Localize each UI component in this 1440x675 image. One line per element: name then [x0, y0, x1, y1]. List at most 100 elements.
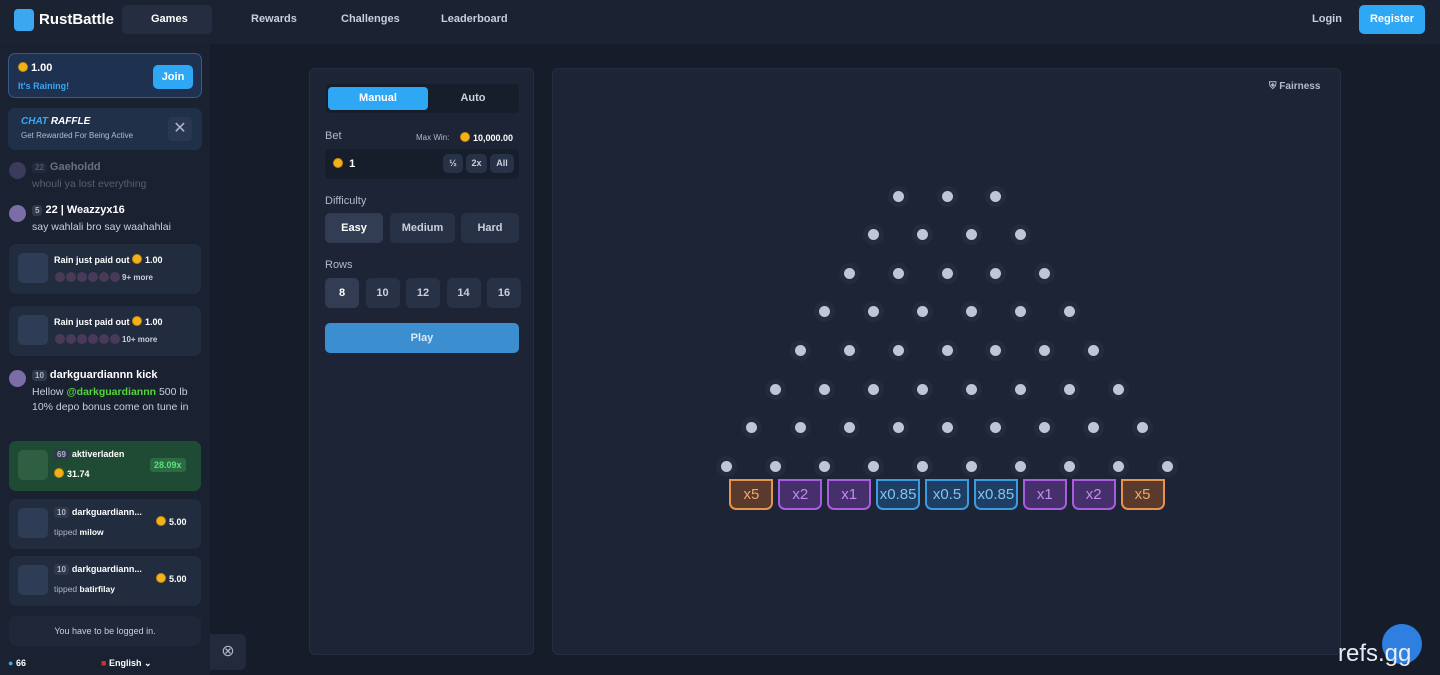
mode-tabs: Manual Auto: [326, 84, 519, 113]
raffle-title: CHAT RAFFLE: [21, 116, 90, 127]
card-icon: [18, 508, 48, 538]
peg: [819, 383, 831, 395]
peg: [1063, 306, 1075, 318]
nav-challenges[interactable]: Challenges: [341, 13, 400, 25]
fairness-link[interactable]: ⛨ Fairness: [1269, 81, 1321, 92]
bet-double[interactable]: 2x: [466, 154, 487, 173]
logo-icon[interactable]: [14, 9, 34, 31]
chat-header: 22 Gaeholdd: [32, 161, 101, 173]
multiplier-slot: x0.85: [973, 479, 1018, 510]
join-button[interactable]: Join: [153, 65, 193, 89]
tip-target: batirfilay: [79, 584, 115, 594]
peg: [990, 344, 1002, 356]
peg: [794, 422, 806, 434]
peg: [1014, 460, 1026, 472]
tip-line: tipped batirfilay: [54, 584, 115, 594]
tab-manual[interactable]: Manual: [328, 87, 428, 110]
chat-text-main: Hellow: [32, 386, 64, 398]
peg: [1161, 460, 1173, 472]
nav-rewards[interactable]: Rewards: [251, 13, 297, 25]
play-button[interactable]: Play: [325, 323, 519, 353]
bet-half[interactable]: ½: [443, 154, 463, 173]
chat-name: 22 | Weazzyx16: [45, 204, 125, 216]
card-user: 10 darkguardiann...: [54, 507, 142, 518]
multiplier-slot: x5: [1120, 479, 1165, 510]
peg: [1112, 460, 1124, 472]
bet-value-text: 1: [349, 158, 356, 170]
raffle-title-a: CHAT: [21, 116, 49, 127]
raffle-subtitle: Get Rewarded For Being Active: [21, 131, 134, 140]
difficulty-hard[interactable]: Hard: [461, 213, 519, 243]
rain-title: Rain just paid out 1.00: [54, 254, 163, 265]
peg: [965, 383, 977, 395]
peg: [1039, 344, 1051, 356]
chat-level: 10: [54, 507, 69, 518]
peg: [770, 460, 782, 472]
rows-option[interactable]: 14: [446, 278, 481, 308]
peg: [1039, 267, 1051, 279]
login-button[interactable]: Login: [1312, 13, 1342, 25]
peg: [1014, 383, 1026, 395]
difficulty-medium[interactable]: Medium: [390, 213, 455, 243]
win-amount: 31.74: [54, 468, 90, 479]
support-button[interactable]: [1382, 624, 1422, 664]
tab-auto[interactable]: Auto: [460, 92, 486, 104]
rows-option[interactable]: 12: [406, 278, 440, 308]
peg: [941, 190, 953, 202]
chat-name: Gaeholdd: [49, 161, 101, 173]
peg: [965, 460, 977, 472]
rain-more: 10+ more: [122, 335, 158, 344]
peg: [990, 190, 1002, 202]
peg: [843, 422, 855, 434]
chat-text: say wahlali bro say waahahlai: [32, 220, 202, 235]
watermark: refs.gg: [1338, 640, 1412, 667]
chat-level: 10: [54, 564, 69, 575]
sidebar: 1.00 It's Raining! Join CHAT RAFFLE Get …: [0, 44, 210, 675]
win-amount-text: 31.74: [67, 469, 90, 479]
peg: [892, 190, 904, 202]
language-select[interactable]: ■ English ⌄: [101, 658, 152, 668]
card-icon: [18, 315, 48, 345]
peg: [843, 267, 855, 279]
rows-option[interactable]: 16: [487, 278, 521, 308]
navbar: RustBattle Games Rewards Challenges Lead…: [0, 0, 1440, 44]
peg: [745, 422, 757, 434]
rows-label: Rows: [325, 259, 353, 271]
rain-title-text: Rain just paid out: [54, 317, 130, 327]
difficulty-easy[interactable]: Easy: [325, 213, 383, 243]
rain-title: Rain just paid out 1.00: [54, 316, 163, 327]
tip-card: 10 darkguardiann... tipped milow 5.00: [9, 499, 201, 549]
chat-avatar: [9, 370, 26, 387]
bet-label: Bet: [325, 130, 342, 142]
fairness-text: Fairness: [1279, 81, 1321, 92]
raffle-close[interactable]: ✕: [168, 117, 192, 141]
login-notice: You have to be logged in.: [9, 616, 201, 646]
rain-more: 9+ more: [122, 273, 153, 282]
peg: [1063, 383, 1075, 395]
tip-action: tipped: [54, 527, 78, 537]
rain-amount: 1.00: [145, 255, 163, 265]
multiplier-slot: x5: [729, 479, 774, 510]
peg: [721, 460, 733, 472]
nav-leaderboard[interactable]: Leaderboard: [441, 13, 508, 25]
bet-input[interactable]: 1 ½ 2x All: [325, 149, 519, 179]
register-button[interactable]: Register: [1359, 5, 1425, 34]
chat-level: 22: [32, 162, 47, 173]
card-icon: [18, 253, 48, 283]
rows-option[interactable]: 10: [365, 278, 400, 308]
rows-option[interactable]: 8: [325, 278, 359, 308]
chat-toggle[interactable]: ⊗: [210, 634, 246, 670]
bet-all[interactable]: All: [490, 154, 514, 173]
peg: [1137, 422, 1149, 434]
peg: [917, 229, 929, 241]
brand[interactable]: RustBattle: [39, 11, 115, 28]
chat-level: 10: [32, 370, 47, 381]
nav-games[interactable]: Games: [122, 5, 212, 34]
peg: [868, 383, 880, 395]
tip-amount-text: 5.00: [169, 574, 187, 584]
tip-card: 10 darkguardiann... tipped batirfilay 5.00: [9, 556, 201, 606]
chat-name: aktiverladen: [71, 449, 125, 459]
max-win: 10,000.00: [460, 132, 513, 143]
peg: [941, 422, 953, 434]
rain-card: Rain just paid out 1.00 9+ more: [9, 244, 201, 294]
